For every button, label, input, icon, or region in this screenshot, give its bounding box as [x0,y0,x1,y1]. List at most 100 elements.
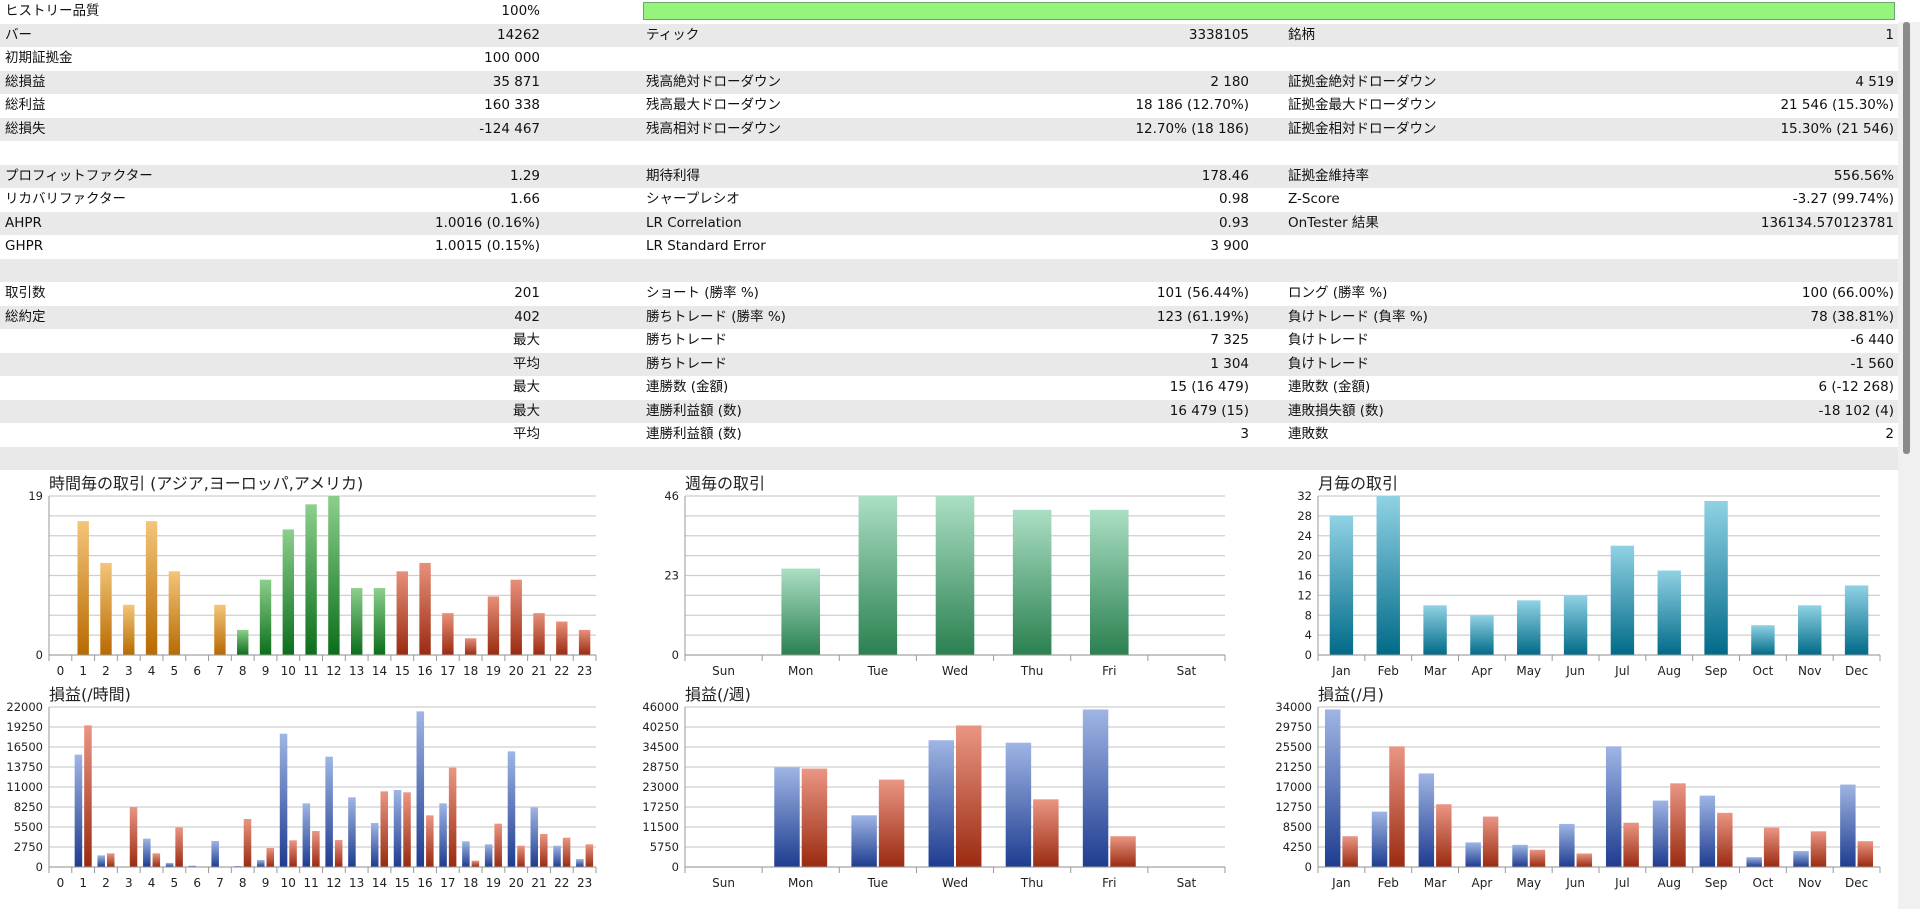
loss-bar [540,833,548,867]
stat-value: 0.98 [1218,191,1249,207]
profit-bar [1465,842,1481,867]
table-row: 最大 勝ちトレード 7 325 負けトレード -6 440 [0,329,1898,353]
bar [1657,570,1681,655]
y-tick-label: 16 [1297,569,1312,583]
stat-label: 負けトレード (負率 %) [1288,308,1428,325]
y-tick-label: 8250 [14,800,43,814]
stat-value: 14262 [497,26,540,43]
stat-value: 3 900 [1210,238,1249,254]
stat-value: 3 [1240,426,1249,442]
y-tick-label: 17250 [642,800,679,814]
profit-bar [393,789,402,867]
y-tick-label: 25500 [1275,740,1312,754]
loss-bar [426,815,434,867]
loss-bar [289,840,297,867]
x-tick-label: 11 [303,664,318,678]
x-tick-label: Jul [1614,664,1629,678]
x-tick-label: Sep [1705,876,1728,890]
stat-value: 3338105 [1188,26,1249,43]
bar [781,568,820,655]
x-tick-label: 20 [509,876,524,890]
loss-bar [1436,804,1452,867]
table-row: 総損失 -124 467 残高相対ドローダウン 12.70% (18 186) 証拠金相… [0,117,1898,141]
scrollbar-thumb[interactable] [1903,22,1910,454]
bar [237,629,249,655]
history-quality-progress-bar [643,2,1895,20]
x-tick-label: Jan [1331,664,1351,678]
stat-label: 期待利得 [646,167,700,184]
x-tick-label: 8 [239,664,247,678]
y-tick-label: 40250 [642,720,679,734]
bar [1012,509,1052,655]
x-tick-label: Dec [1845,876,1868,890]
bar [259,579,272,655]
loss-bar [152,853,161,867]
table-row: バー 14262 ティック 3338105 銘柄 1 [0,23,1898,47]
stat-value: 1 [1885,26,1894,43]
x-tick-label: Apr [1472,664,1493,678]
loss-bar [1810,831,1827,867]
profit-bar [1371,811,1388,867]
bar [419,562,431,655]
loss-bar [1576,853,1593,867]
y-tick-label: 28750 [642,760,679,774]
profit-bar [325,756,333,867]
x-tick-label: 5 [171,664,179,678]
x-tick-label: Sun [712,664,735,678]
stat-value: 402 [514,308,540,325]
loss-bar [243,819,252,867]
bar [533,613,545,655]
stat-value: 1.0015 (0.15%) [435,238,540,254]
chart-title: 月毎の取引 [1318,474,1398,493]
y-tick-label: 24 [1297,529,1312,543]
bar [858,496,898,655]
stat-value: 18 186 (12.70%) [1135,97,1249,113]
x-tick-label: Sat [1177,876,1197,890]
loss-bar [1763,827,1780,867]
x-tick-label: 0 [57,664,65,678]
loss-bar [84,725,92,867]
stat-label: 証拠金相対ドローダウン [1288,120,1437,137]
profit-bar [851,815,877,867]
bar [1704,500,1728,655]
stat-value: 最大 [513,332,540,348]
weekly-trades-chart: 週毎の取引 0 23 46 Sun Mon Tue Wed Thu Fri Sat [664,474,1226,678]
y-tick-label: 23 [664,569,679,583]
stat-value: 0.93 [1218,214,1249,231]
profit-bar [1605,746,1622,867]
x-tick-label: 17 [440,876,455,890]
x-tick-label: 10 [281,664,296,678]
profit-bar [234,865,242,867]
profit-bar [1746,857,1762,867]
x-tick-label: 21 [531,876,546,890]
profit-bar [97,855,105,867]
results-table: ヒストリー品質 100% バー 14262 ティック 3338105 銘柄 1 初期証拠金 1… [0,2,1898,470]
y-tick-label: 0 [1305,648,1312,662]
x-tick-label: 18 [463,664,478,678]
stat-label: 連勝利益額 (数) [646,426,742,442]
loss-bar [1857,841,1874,867]
stat-value: 最大 [513,402,540,419]
loss-bar [1110,836,1136,867]
profit-bar [416,711,425,867]
y-tick-label: 0 [1305,860,1312,874]
loss-bar [312,831,320,867]
x-tick-label: Wed [942,664,968,678]
bar [510,579,522,655]
y-tick-label: 17000 [1275,780,1312,794]
x-tick-label: Mar [1424,664,1447,678]
x-tick-label: 22 [554,664,569,678]
bar [373,588,386,655]
table-row: 総約定 402 勝ちトレード (勝率 %) 123 (61.19%) 負けトレード (負… [0,305,1898,329]
scrollbar[interactable] [1898,22,1920,909]
profit-bar [279,733,288,867]
profit-bar [188,865,197,867]
table-row: 取引数 201 ショート (勝率 %) 101 (56.44%) ロング (勝率 %) 1… [0,282,1898,306]
loss-bar [517,845,525,867]
loss-bar [129,807,138,867]
stat-label: 総約定 [5,308,46,325]
loss-bar [448,767,457,867]
bar [145,521,158,655]
bar [1751,625,1775,655]
y-tick-label: 4 [1305,628,1312,642]
